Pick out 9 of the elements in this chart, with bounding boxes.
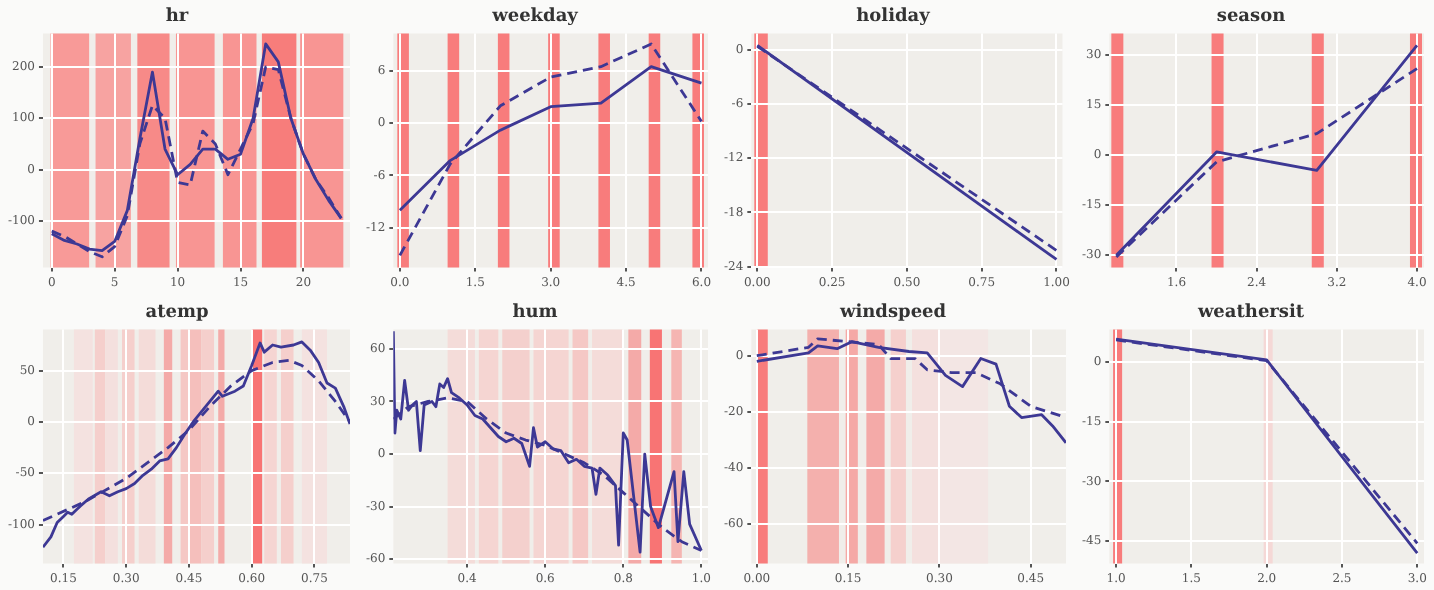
chart-title: windspeed [837,302,948,323]
chart-title: hum [512,302,559,323]
chart-title: weathersit [1195,302,1306,323]
chart-title: season [1216,7,1287,28]
chart-title: hr [165,7,189,28]
line-series [398,42,703,257]
chart-title: holiday [856,7,932,28]
chart-title: atemp [145,302,209,323]
chart-title: weekday [490,7,580,28]
